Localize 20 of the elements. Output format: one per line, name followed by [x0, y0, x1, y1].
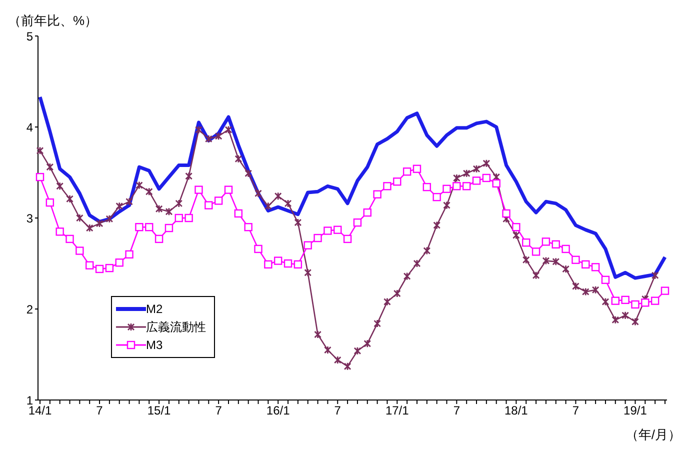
x-tick-label: 7	[334, 404, 342, 418]
y-axis-title: （前年比、%）	[8, 12, 98, 30]
legend-label: M2	[146, 302, 163, 316]
x-tick-label: 7	[572, 404, 580, 418]
x-tick-label: 16/1	[266, 404, 290, 418]
y-tick-label: 5	[26, 29, 34, 44]
x-tick-label: 15/1	[147, 404, 172, 418]
x-tick-label: 18/1	[504, 404, 528, 418]
x-tick-label: 19/1	[624, 404, 648, 418]
line-series	[38, 95, 667, 280]
x-tick-label: 7	[96, 404, 104, 418]
x-tick-label: 7	[453, 404, 460, 418]
y-tick-label: 3	[26, 211, 34, 226]
legend-label: 広義流動性	[146, 318, 206, 336]
x-tick-label: 7	[215, 404, 222, 418]
legend-label: M3	[146, 338, 163, 352]
x-axis-title: （年/月）	[625, 426, 681, 444]
x-tick-label: 17/1	[385, 404, 410, 418]
y-tick-label: 2	[26, 302, 34, 316]
y-tick-label: 4	[26, 120, 34, 134]
